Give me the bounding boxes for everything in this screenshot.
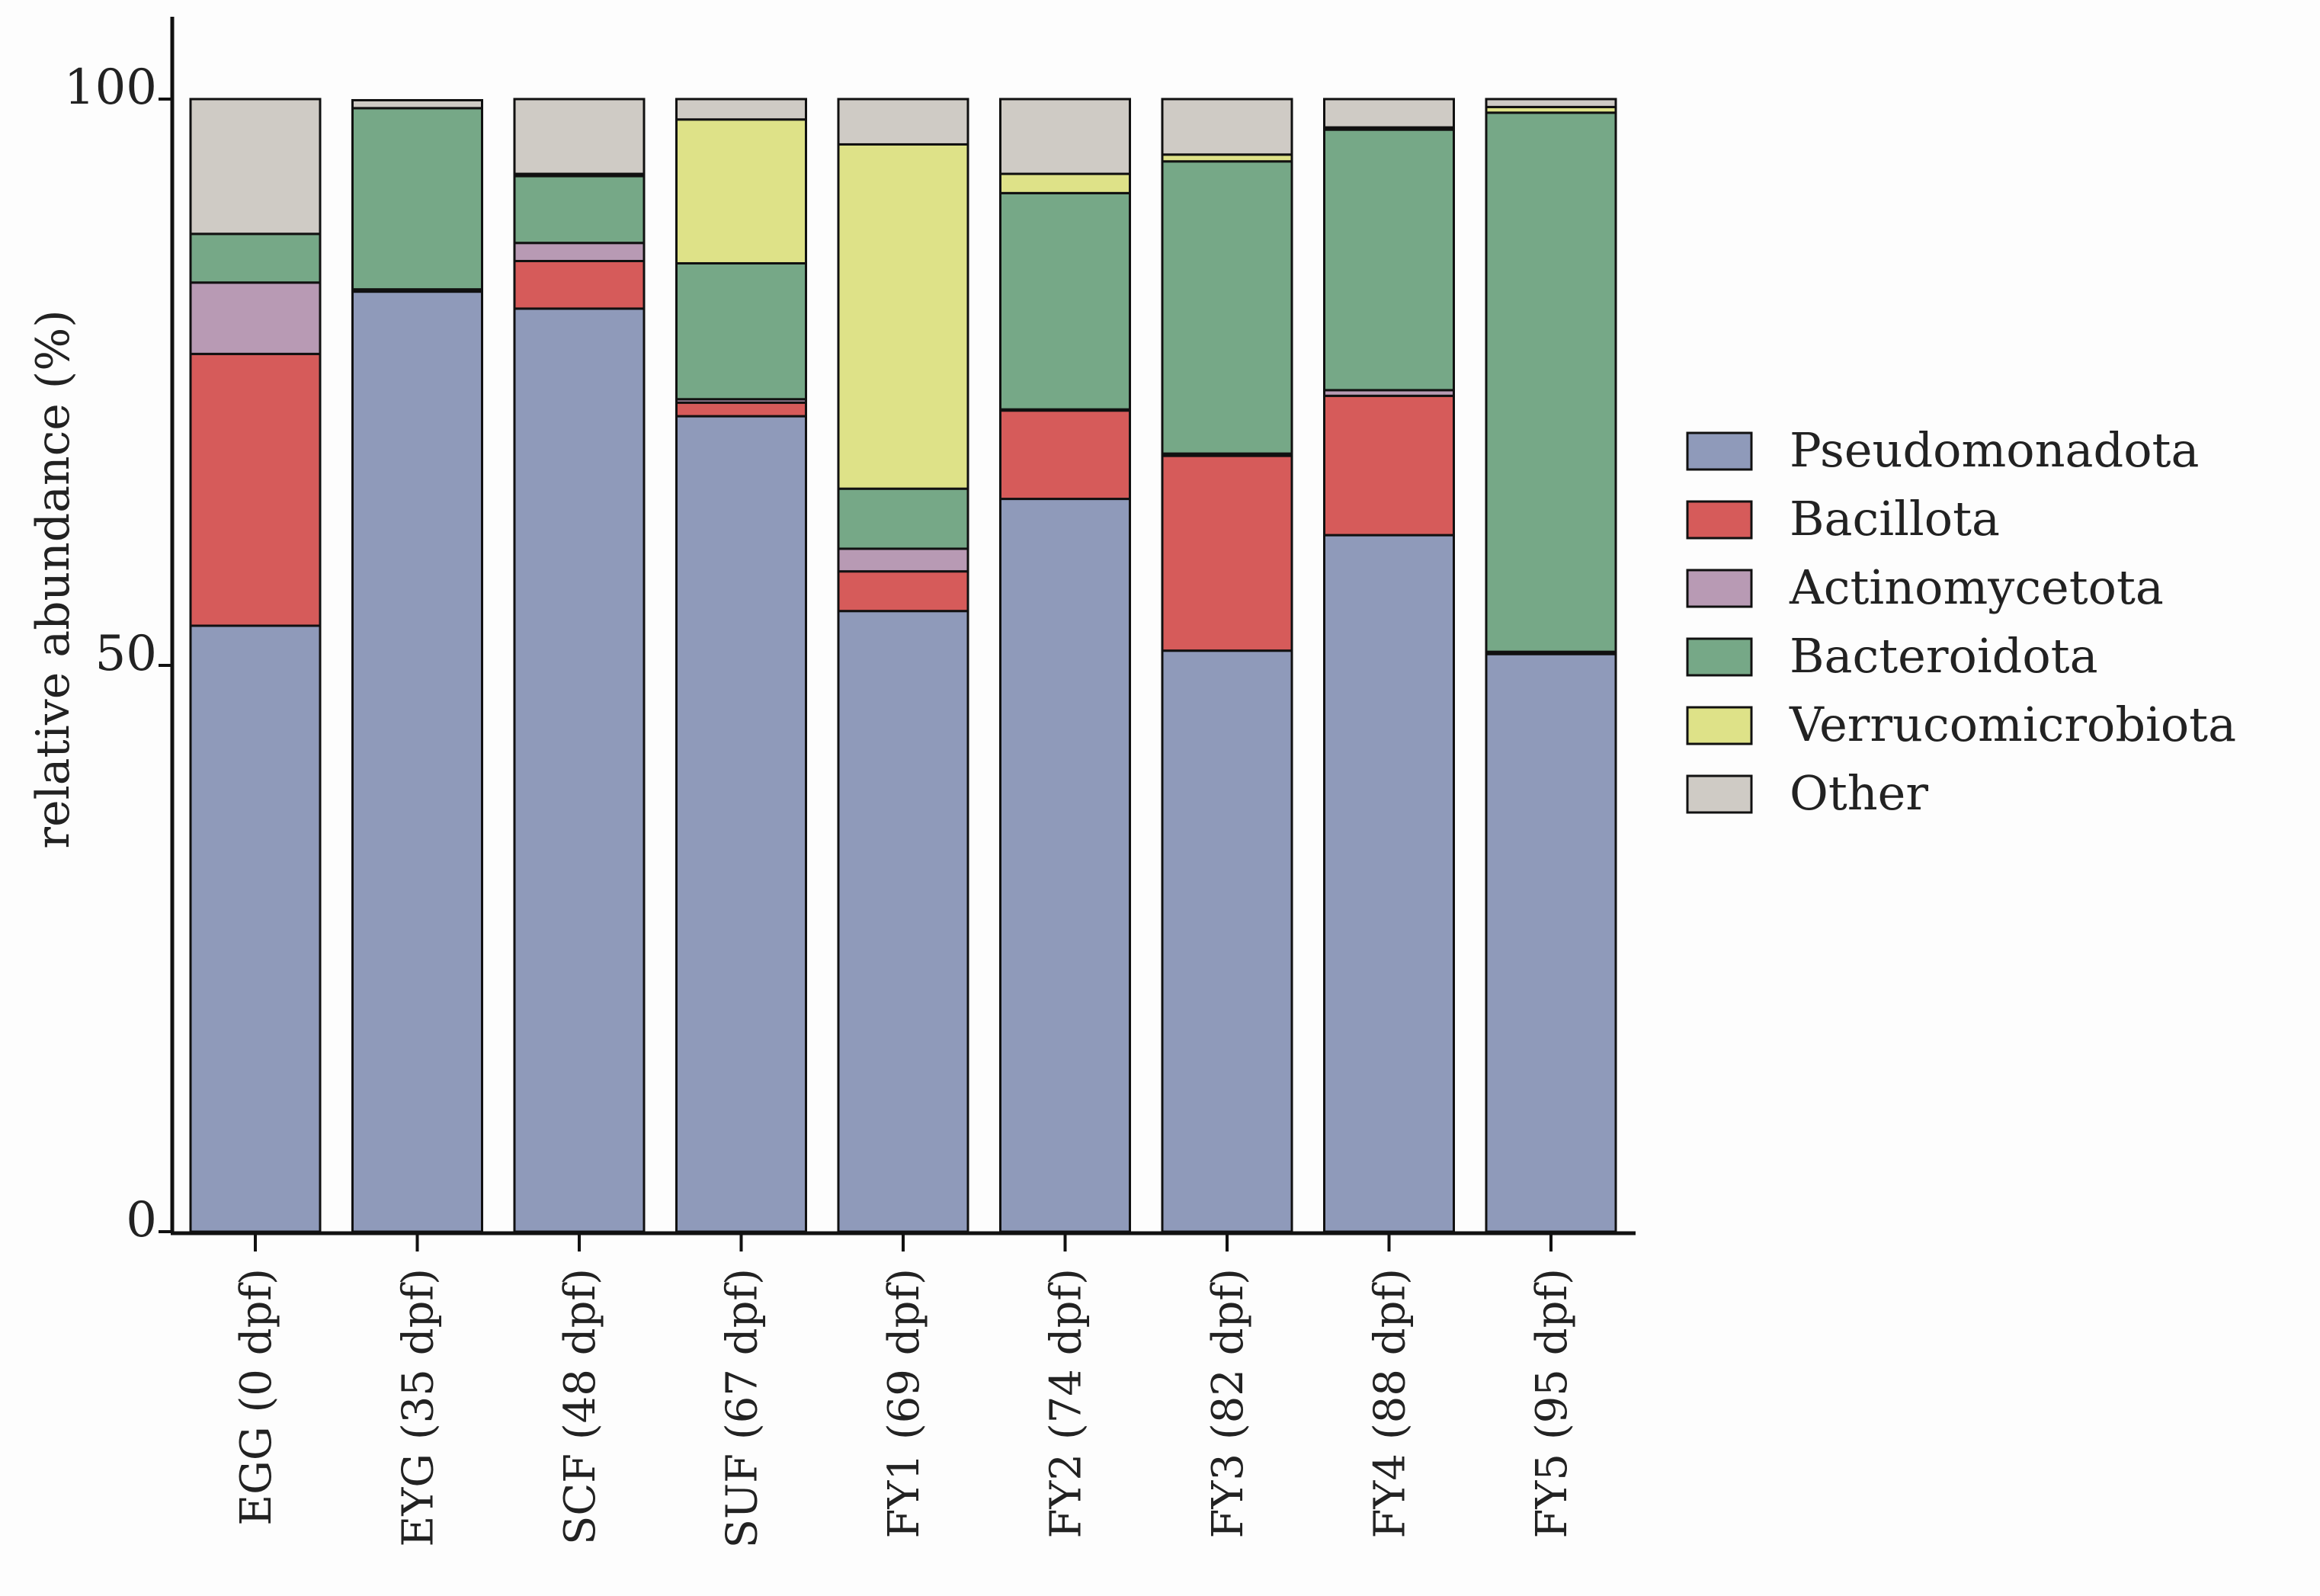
bars-group <box>189 98 1617 1233</box>
bar-segment-other <box>837 98 969 146</box>
bar-segment-actinomycetota <box>513 242 646 262</box>
bar-segment-other <box>513 98 646 175</box>
bar-segment-bacillota <box>999 409 1131 501</box>
bar-segment-bacillota <box>1323 394 1455 537</box>
x-tick-label: FY3 (82 dpf) <box>1203 1268 1253 1538</box>
y-ticks-group: 0 50 100 <box>64 59 172 1248</box>
bar-segment-bacteroidota <box>999 191 1131 411</box>
x-tick-label: FY2 (74 dpf) <box>1042 1268 1091 1538</box>
bar-segment-bacteroidota <box>837 487 969 550</box>
bar-segment-pseudomonadota <box>675 415 807 1233</box>
bar-segment-pseudomonadota <box>1323 534 1455 1233</box>
bar-segment-pseudomonadota <box>1161 649 1293 1233</box>
bar-segment-verrucomicrobiota <box>675 118 807 264</box>
x-tick-label: SUF (67 dpf) <box>718 1268 767 1548</box>
y-axis-title: relative abundance (%) <box>27 309 80 848</box>
bar-segment-other <box>351 98 483 110</box>
legend-label-actinomycetota: Actinomycetota <box>1789 559 2164 615</box>
legend-swatch-bacillota <box>1686 500 1753 540</box>
legend-swatch-pseudomonadota <box>1686 431 1753 471</box>
x-tick-label: EYG (35 dpf) <box>394 1268 444 1547</box>
bar-segment-pseudomonadota <box>1485 652 1617 1233</box>
legend-label-pseudomonadota: Pseudomonadota <box>1790 422 2199 478</box>
legend-label-bacteroidota: Bacteroidota <box>1790 628 2098 684</box>
bar-segment-other <box>675 98 807 121</box>
bar-segment-bacteroidota <box>1485 111 1617 653</box>
bar-segment-verrucomicrobiota <box>999 172 1131 194</box>
bar-segment-other <box>1323 98 1455 129</box>
bar-segment-bacillota <box>837 570 969 613</box>
bar-segment-bacteroidota <box>675 261 807 401</box>
bar-segment-other <box>189 98 322 236</box>
x-tick-label: SCF (48 dpf) <box>556 1268 605 1545</box>
bar-segment-pseudomonadota <box>999 498 1131 1233</box>
bar-segment-actinomycetota <box>837 547 969 573</box>
x-ticks-group: EGG (0 dpf) EYG (35 dpf) SCF (48 dpf) SUF (… <box>232 1233 1577 1548</box>
bar-segment-bacteroidota <box>1161 160 1293 455</box>
y-tick-label: 50 <box>95 626 157 682</box>
bar-segment-bacillota <box>1161 454 1293 652</box>
bar-segment-bacillota <box>675 401 807 418</box>
legend-label-bacillota: Bacillota <box>1790 491 2000 546</box>
x-tick-label: EGG (0 dpf) <box>232 1268 281 1526</box>
bar-segment-other <box>999 98 1131 175</box>
legend-label-verrucomicrobiota: Verrucomicrobiota <box>1789 697 2236 752</box>
x-tick-label: FY5 (95 dpf) <box>1527 1268 1577 1538</box>
bar-segment-bacillota <box>513 259 646 310</box>
bar-segment-pseudomonadota <box>189 624 322 1233</box>
bar-segment-other <box>1161 98 1293 156</box>
x-tick-label: FY1 (69 dpf) <box>880 1268 929 1538</box>
legend-label-other: Other <box>1790 765 1928 821</box>
x-tick-label: FY4 (88 dpf) <box>1366 1268 1415 1538</box>
bar-segment-pseudomonadota <box>837 610 969 1233</box>
y-tick-label: 100 <box>64 59 157 116</box>
legend: Pseudomonadota Bacillota Actinomycetota Bac… <box>1686 422 2236 821</box>
bar-segment-bacteroidota <box>1323 128 1455 392</box>
legend-swatch-bacteroidota <box>1686 637 1753 677</box>
legend-swatch-other <box>1686 774 1753 814</box>
bar-segment-bacteroidota <box>351 107 483 291</box>
bar-segment-bacillota <box>189 352 322 627</box>
bar-segment-verrucomicrobiota <box>837 143 969 490</box>
bar-segment-bacteroidota <box>189 232 322 284</box>
bar-segment-pseudomonadota <box>513 307 646 1233</box>
bar-segment-other <box>1485 98 1617 108</box>
legend-swatch-actinomycetota <box>1686 569 1753 608</box>
bar-segment-pseudomonadota <box>351 290 483 1233</box>
bar-segment-actinomycetota <box>189 281 322 355</box>
bar-segment-bacteroidota <box>513 175 646 245</box>
y-tick-label: 0 <box>126 1192 157 1248</box>
legend-swatch-verrucomicrobiota <box>1686 706 1753 745</box>
